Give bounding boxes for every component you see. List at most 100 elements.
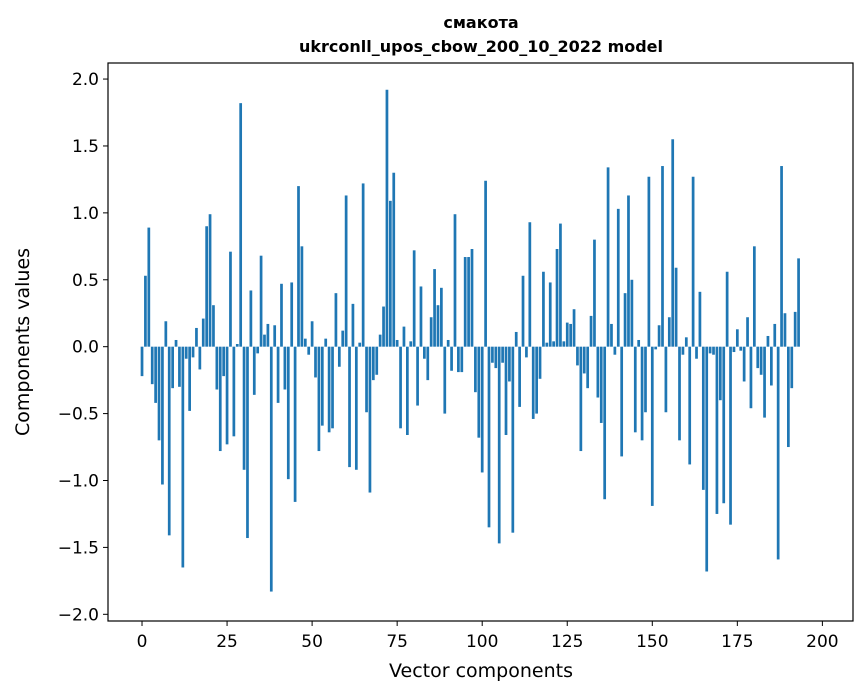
bar-110 [514, 331, 518, 347]
bar-113 [525, 346, 528, 358]
bar-116 [535, 346, 538, 414]
bar-5 [157, 346, 161, 441]
bar-115 [531, 346, 535, 419]
bar-161 [688, 346, 692, 465]
bar-38 [269, 346, 273, 592]
bar-75 [395, 339, 399, 347]
bar-43 [286, 346, 290, 480]
bar-176 [739, 346, 743, 351]
bar-138 [610, 323, 613, 347]
bar-106 [501, 346, 504, 363]
bar-32 [249, 290, 253, 347]
bar-42 [283, 346, 287, 390]
chart-subtitle: ukrconll_upos_cbow_200_10_2022 model [299, 37, 663, 56]
x-tick-label: 25 [216, 632, 238, 652]
bar-181 [756, 346, 760, 369]
bar-164 [698, 291, 702, 347]
bar-124 [562, 341, 566, 347]
bar-153 [661, 166, 664, 347]
bar-114 [528, 222, 532, 347]
bar-17 [198, 346, 202, 370]
bar-19 [205, 226, 209, 347]
bar-139 [613, 346, 617, 355]
bar-175 [735, 329, 739, 347]
bar-40 [276, 346, 280, 403]
x-axis-label: Vector components [389, 660, 573, 682]
x-tick-label: 50 [301, 632, 323, 652]
bar-29 [239, 103, 243, 347]
bar-144 [630, 279, 634, 347]
bar-53 [320, 346, 324, 426]
bar-66 [365, 346, 368, 413]
bar-122 [555, 249, 559, 347]
bar-156 [671, 139, 675, 347]
bar-158 [678, 346, 681, 441]
bar-8 [167, 346, 171, 536]
bar-133 [593, 239, 596, 347]
y-tick-label: −1.0 [58, 471, 99, 491]
bar-3 [150, 346, 154, 385]
bar-12 [181, 346, 185, 568]
bar-152 [657, 325, 661, 347]
bar-91 [450, 346, 453, 371]
bar-84 [426, 346, 430, 381]
bar-13 [184, 346, 188, 359]
bar-90 [446, 339, 450, 347]
bar-18 [201, 318, 205, 347]
bar-14 [188, 346, 191, 411]
bar-9 [171, 346, 174, 389]
bar-112 [521, 275, 525, 347]
bar-0 [140, 346, 144, 377]
bar-150 [650, 346, 654, 506]
bar-123 [559, 223, 562, 347]
bar-105 [497, 346, 501, 544]
x-tick-label: 200 [806, 632, 838, 652]
bar-68 [371, 346, 375, 381]
bar-163 [695, 346, 698, 359]
bar-94 [460, 346, 464, 373]
bar-155 [667, 317, 671, 347]
bar-121 [552, 341, 555, 347]
bar-131 [586, 346, 590, 389]
bar-173 [729, 346, 732, 525]
x-tick-label: 75 [386, 632, 408, 652]
bar-25 [225, 346, 229, 445]
bar-55 [327, 346, 331, 433]
bar-36 [263, 334, 266, 347]
bar-188 [780, 166, 783, 347]
y-axis-ticks: −2.0 −1.5 −1.0 −0.5 0.0 0.5 1.0 1.5 2.0 [58, 70, 108, 625]
y-tick-label: −1.5 [58, 538, 99, 558]
bar-92 [453, 214, 457, 347]
bar-182 [759, 346, 763, 375]
bar-2 [147, 227, 151, 347]
bar-67 [368, 346, 372, 493]
bar-141 [620, 346, 624, 457]
bar-34 [256, 346, 260, 354]
bar-118 [542, 271, 545, 347]
bar-44 [290, 282, 294, 347]
bar-7 [164, 321, 168, 347]
bar-62 [351, 303, 355, 347]
bar-57 [334, 293, 338, 347]
y-axis-label: Components values [12, 248, 34, 436]
bar-76 [399, 346, 402, 429]
bar-135 [599, 346, 603, 423]
bar-151 [654, 346, 658, 350]
bar-52 [317, 346, 321, 452]
bar-168 [712, 346, 715, 355]
chart-title: смакота [443, 13, 518, 32]
bar-104 [494, 346, 498, 369]
bar-74 [392, 172, 396, 347]
bar-51 [314, 346, 317, 378]
bar-37 [266, 323, 270, 347]
bar-119 [545, 342, 549, 347]
bar-178 [746, 317, 749, 347]
bar-147 [640, 346, 644, 441]
bar-47 [300, 246, 304, 347]
bar-154 [664, 346, 668, 413]
bar-190 [787, 346, 790, 448]
bar-160 [684, 337, 688, 347]
bar-96 [467, 257, 470, 347]
bar-61 [348, 346, 351, 468]
bar-170 [718, 346, 722, 401]
